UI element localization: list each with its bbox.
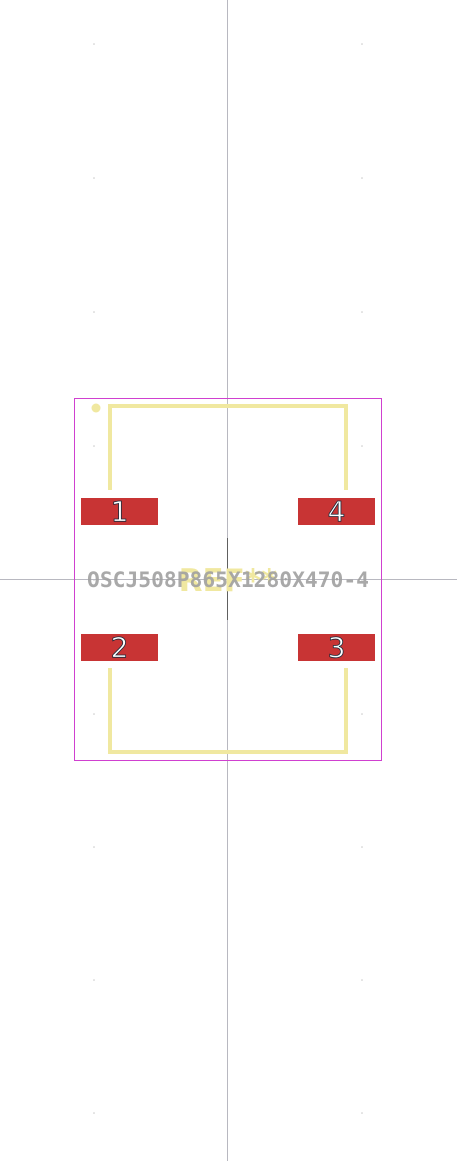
grid-dot [361, 713, 363, 715]
grid-dot [93, 713, 95, 715]
silkscreen-bottom-outline [108, 668, 348, 754]
silkscreen-top-outline [108, 404, 348, 490]
footprint-value-text[interactable]: OSCJ508P865X1280X470-4 [87, 568, 369, 592]
grid-dot [361, 445, 363, 447]
grid-dot [93, 43, 95, 45]
courtyard-outline [74, 398, 382, 761]
grid-dot [93, 311, 95, 313]
grid-dot [361, 43, 363, 45]
grid-dot [361, 846, 363, 848]
grid-dot [93, 979, 95, 981]
pad-4-number: 4 [328, 495, 346, 528]
pad-4[interactable] [298, 498, 375, 525]
pad-3[interactable] [298, 634, 375, 661]
pad-2[interactable] [81, 634, 158, 661]
pad-1[interactable] [81, 498, 158, 525]
reference-designator[interactable]: REF** [179, 563, 278, 599]
grid-dot [93, 177, 95, 179]
grid-dot [361, 177, 363, 179]
grid-dots [93, 43, 363, 1114]
grid-dot [93, 445, 95, 447]
grid-dot [361, 979, 363, 981]
pad-3-number: 3 [328, 631, 346, 664]
grid-dot [93, 846, 95, 848]
pin1-marker-dot [91, 403, 101, 413]
grid-dot [361, 311, 363, 313]
grid-dot [93, 1112, 95, 1114]
pad-1-number: 1 [111, 495, 129, 528]
grid-dot [361, 1112, 363, 1114]
pad-2-number: 2 [111, 631, 129, 664]
